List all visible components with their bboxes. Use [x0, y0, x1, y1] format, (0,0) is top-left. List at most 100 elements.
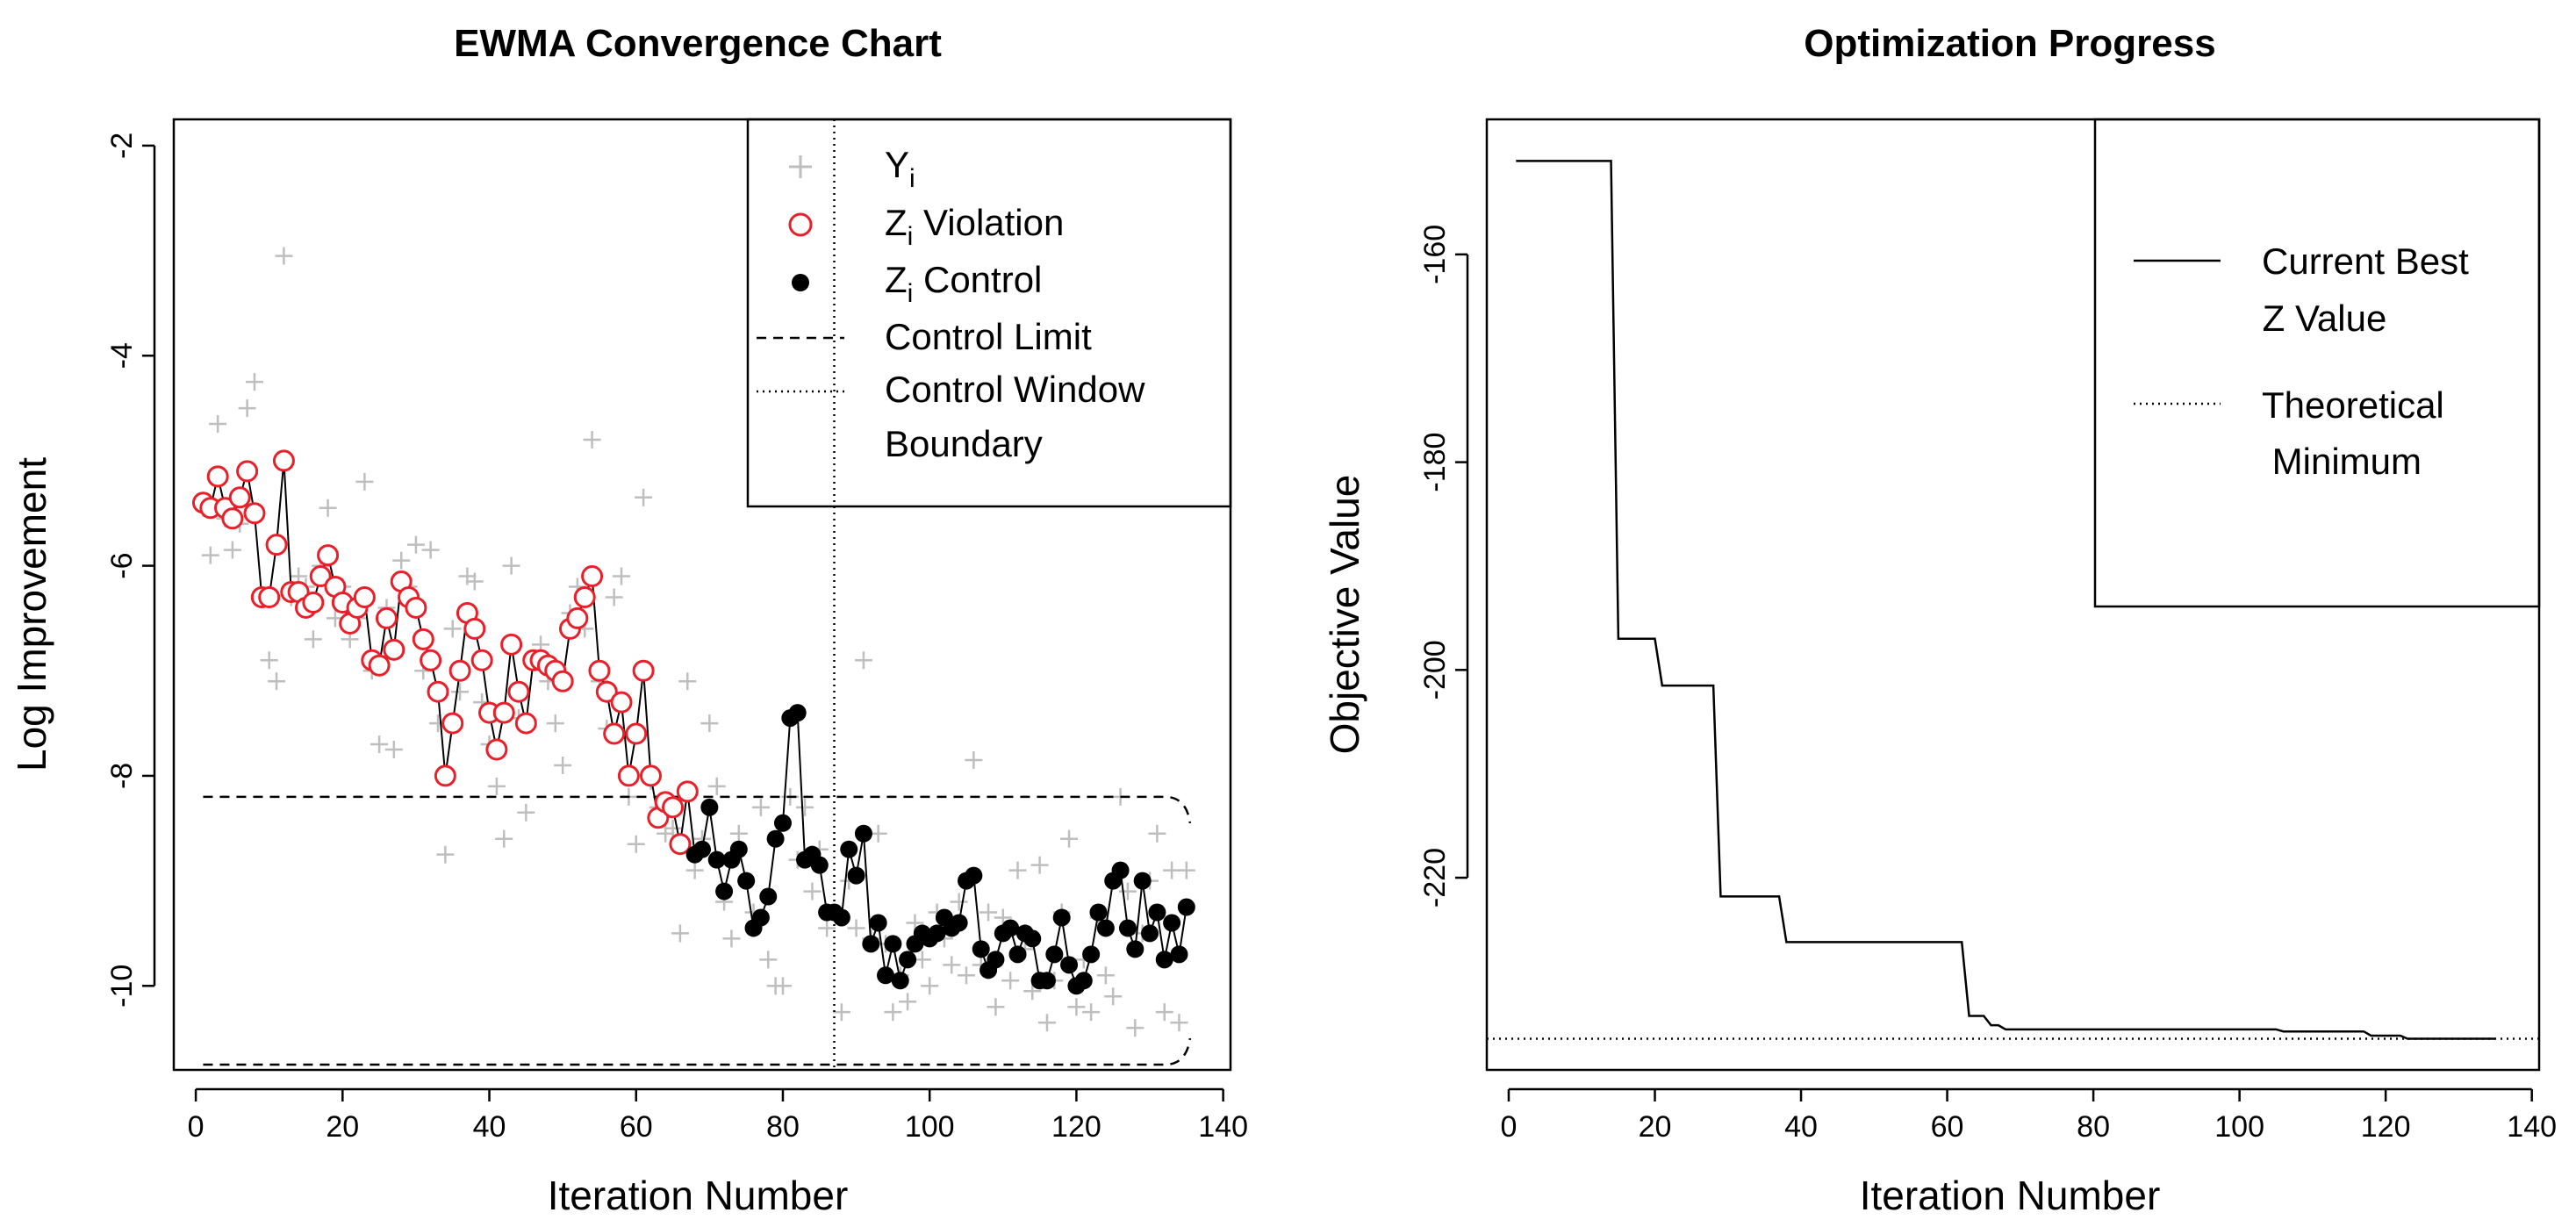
zi-control-point — [759, 887, 778, 906]
legend-label-control-window: Control Window — [885, 369, 1145, 410]
zi-violation-point — [383, 638, 405, 661]
zi-violation-point — [375, 606, 398, 629]
yi-point — [1170, 1014, 1188, 1032]
zi-control-point — [751, 908, 770, 927]
zi-control-point — [1052, 908, 1071, 927]
yi-point — [700, 714, 719, 733]
yi-point — [1177, 861, 1195, 879]
zi-control-point — [1111, 861, 1130, 879]
yi-point — [1096, 966, 1115, 985]
current-best-line — [1516, 160, 2496, 1040]
yi-point — [583, 430, 601, 448]
zi-control-point — [1023, 929, 1042, 948]
yi-point — [671, 924, 689, 943]
legend-control-dot-icon — [792, 274, 809, 291]
zi-violation-point — [272, 449, 295, 472]
yi-point — [436, 845, 455, 864]
zi-control-point — [862, 935, 880, 953]
zi-control-point — [700, 798, 719, 816]
yi-point — [979, 903, 998, 922]
zi-violation-point — [236, 460, 259, 483]
zi-violation-point — [492, 701, 515, 724]
zi-violation-point — [221, 507, 244, 530]
yi-point — [495, 829, 513, 848]
zi-violation-point — [610, 691, 633, 714]
zi-control-point — [987, 951, 1005, 969]
yi-point — [1082, 1003, 1101, 1022]
zi-violation-point — [625, 722, 648, 745]
yi-point — [487, 777, 506, 795]
zi-violation-point — [632, 659, 655, 682]
legend-label-yi: Yi — [885, 144, 915, 193]
ewma-x-tick-label: 100 — [905, 1110, 955, 1144]
yi-point — [685, 861, 704, 879]
ewma-plot-area — [191, 119, 1195, 1070]
zi-control-point — [1008, 945, 1027, 964]
zi-control-point — [1074, 972, 1093, 990]
zi-control-point — [729, 840, 748, 858]
zi-control-point — [1155, 951, 1173, 969]
yi-point — [1163, 861, 1181, 879]
yi-point — [854, 651, 872, 670]
ewma-y-axis-label: Log Improvement — [9, 457, 54, 771]
yi-point — [1001, 972, 1020, 990]
zi-violation-point — [302, 591, 325, 614]
optimization-y-tick-label: -220 — [1418, 848, 1452, 908]
zi-violation-point — [639, 764, 662, 787]
zi-violation-point — [228, 486, 251, 509]
zi-control-point — [1096, 919, 1115, 937]
zi-control-point — [899, 951, 917, 969]
zi-violation-point — [434, 764, 456, 787]
yi-point — [304, 630, 322, 649]
yi-point — [773, 977, 792, 995]
optimization-y-tick-label: -160 — [1418, 225, 1452, 284]
ewma-axes: 0 20 40 60 80 100 120 140 -10 -8 -6 -4 -2 — [105, 118, 1248, 1144]
yi-point — [913, 951, 931, 969]
zi-control-point — [1163, 914, 1181, 932]
optimization-x-tick-label: 80 — [2077, 1110, 2110, 1144]
yi-point — [465, 572, 484, 591]
yi-point — [884, 1003, 902, 1022]
zi-control-point — [891, 972, 909, 990]
legend-label-current-best: Current Best Z Value — [2252, 240, 2479, 339]
yi-point — [751, 798, 770, 816]
yi-point — [238, 399, 256, 418]
zi-violation-point — [412, 628, 434, 650]
optimization-y-tick-label: -200 — [1418, 640, 1452, 700]
zi-violation-point — [588, 659, 611, 682]
zi-control-point — [773, 814, 792, 832]
zi-control-point — [788, 704, 807, 722]
optimization-y-axis-label: Objective Value — [1322, 475, 1367, 755]
yi-point — [605, 588, 623, 606]
zi-violation-point — [581, 565, 604, 588]
ewma-legend-box — [746, 118, 1232, 508]
zi-control-point — [737, 872, 756, 890]
zi-control-point — [877, 966, 895, 985]
ewma-plot-frame — [172, 118, 1232, 1072]
yi-point — [443, 620, 462, 638]
ewma-y-tick-label: -4 — [105, 342, 139, 369]
zi-violation-point — [603, 722, 626, 745]
optimization-progress-panel: Optimization Progress Iteration Number O… — [1322, 22, 2557, 1218]
ewma-x-tick-label: 80 — [766, 1110, 800, 1144]
zi-control-point — [884, 935, 902, 953]
zi-control-point — [1148, 903, 1166, 922]
yi-point — [1067, 998, 1086, 1016]
ewma-y-tick-label: -6 — [105, 552, 139, 578]
zi-violation-point — [573, 585, 596, 608]
optimization-x-tick-label: 60 — [1931, 1110, 1964, 1144]
yi-point — [1104, 987, 1123, 1006]
optimization-legend: Current Best Z Value Theoretical Minimum — [2093, 118, 2541, 608]
zi-control-point — [766, 829, 785, 848]
zi-violation-point — [265, 534, 288, 556]
zi-violation-point — [317, 544, 340, 567]
zi-violation-point — [243, 502, 266, 525]
zi-violation-point — [676, 780, 699, 803]
yi-point — [1148, 824, 1166, 843]
legend-label-zi-control: Zi Control — [885, 259, 1042, 308]
legend-violation-circle-icon — [788, 212, 813, 237]
optimization-x-tick-label: 20 — [1639, 1110, 1672, 1144]
ewma-x-tick-label: 140 — [1198, 1110, 1248, 1144]
zi-violation-point — [617, 764, 640, 787]
zi-violation-point — [507, 680, 530, 703]
